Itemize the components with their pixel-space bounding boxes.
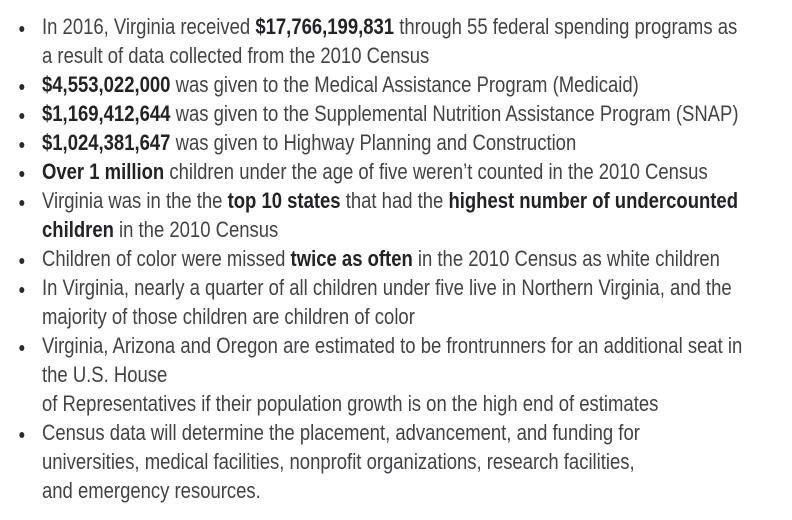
bullet-icon	[19, 345, 25, 351]
text-segment: Virginia was in the the	[42, 188, 228, 213]
bullet-icon	[19, 432, 25, 438]
text-segment: Virginia, Arizona and Oregon are estimat…	[42, 333, 743, 416]
list-item-text: Census data will determine the placement…	[42, 418, 640, 505]
bullet-icon	[19, 171, 25, 177]
list-item: $1,169,412,644 was given to the Suppleme…	[0, 99, 792, 128]
bullet-cell	[0, 99, 42, 119]
text-segment: through 55 federal spending programs as …	[42, 14, 738, 68]
text-segment: children under the age of five weren’t c…	[164, 159, 708, 184]
list-item: $4,553,022,000 was given to the Medical …	[0, 70, 792, 99]
bullet-cell	[0, 157, 42, 177]
text-segment: Census data will determine the placement…	[42, 420, 640, 503]
bullet-cell	[0, 418, 42, 438]
list-item: Census data will determine the placement…	[0, 418, 792, 505]
list-item: Virginia was in the the top 10 states th…	[0, 186, 792, 244]
bullet-cell	[0, 331, 42, 351]
text-segment-bold: $17,766,199,831	[255, 14, 395, 39]
bullet-cell	[0, 244, 42, 264]
list-item-text: Children of color were missed twice as o…	[42, 244, 720, 273]
list-item-text: $4,553,022,000 was given to the Medical …	[42, 70, 639, 99]
bullet-cell	[0, 70, 42, 90]
text-segment: In 2016, Virginia received	[42, 14, 256, 39]
list-item: Over 1 million children under the age of…	[0, 157, 792, 186]
list-item: $1,024,381,647 was given to Highway Plan…	[0, 128, 792, 157]
text-segment-bold: $1,169,412,644	[42, 101, 171, 126]
list-item-text: Virginia, Arizona and Oregon are estimat…	[42, 331, 742, 418]
text-segment-bold: top 10 states	[227, 188, 341, 213]
bullet-icon	[19, 142, 25, 148]
text-segment-bold: twice as often	[290, 246, 413, 271]
text-segment: was given to the Supplemental Nutrition …	[170, 101, 739, 126]
list-item: Virginia, Arizona and Oregon are estimat…	[0, 331, 792, 418]
bullet-cell	[0, 128, 42, 148]
text-segment: in the 2010 Census	[113, 217, 279, 242]
bullet-icon	[19, 26, 25, 32]
list-item-text: In Virginia, nearly a quarter of all chi…	[42, 273, 732, 331]
text-segment: was given to the Medical Assistance Prog…	[170, 72, 639, 97]
text-segment-bold: highest number of undercounted children	[42, 188, 738, 242]
bullet-icon	[19, 258, 25, 264]
bullet-cell	[0, 12, 42, 32]
list-item-text: Over 1 million children under the age of…	[42, 157, 708, 186]
bullet-icon	[19, 200, 25, 206]
document-page: In 2016, Virginia received $17,766,199,8…	[0, 12, 792, 505]
bullet-icon	[19, 84, 25, 90]
text-segment-bold: $4,553,022,000	[42, 72, 171, 97]
text-segment-bold: $1,024,381,647	[42, 130, 171, 155]
list-item-text: Virginia was in the the top 10 states th…	[42, 186, 738, 244]
list-item-text: $1,169,412,644 was given to the Suppleme…	[42, 99, 738, 128]
text-segment: In Virginia, nearly a quarter of all chi…	[42, 275, 732, 329]
bullet-cell	[0, 186, 42, 206]
list-item-text: $1,024,381,647 was given to Highway Plan…	[42, 128, 576, 157]
bullet-icon	[19, 287, 25, 293]
text-segment: that had the	[340, 188, 449, 213]
text-segment-bold: Over 1 million	[42, 159, 165, 184]
list-item: Children of color were missed twice as o…	[0, 244, 792, 273]
text-segment: in the 2010 Census as white children	[412, 246, 720, 271]
list-item: In 2016, Virginia received $17,766,199,8…	[0, 12, 792, 70]
list-item: In Virginia, nearly a quarter of all chi…	[0, 273, 792, 331]
text-segment: was given to Highway Planning and Constr…	[170, 130, 577, 155]
bullet-list: In 2016, Virginia received $17,766,199,8…	[0, 12, 792, 505]
bullet-cell	[0, 273, 42, 293]
list-item-text: In 2016, Virginia received $17,766,199,8…	[42, 12, 737, 70]
text-segment: Children of color were missed	[42, 246, 291, 271]
bullet-icon	[19, 113, 25, 119]
